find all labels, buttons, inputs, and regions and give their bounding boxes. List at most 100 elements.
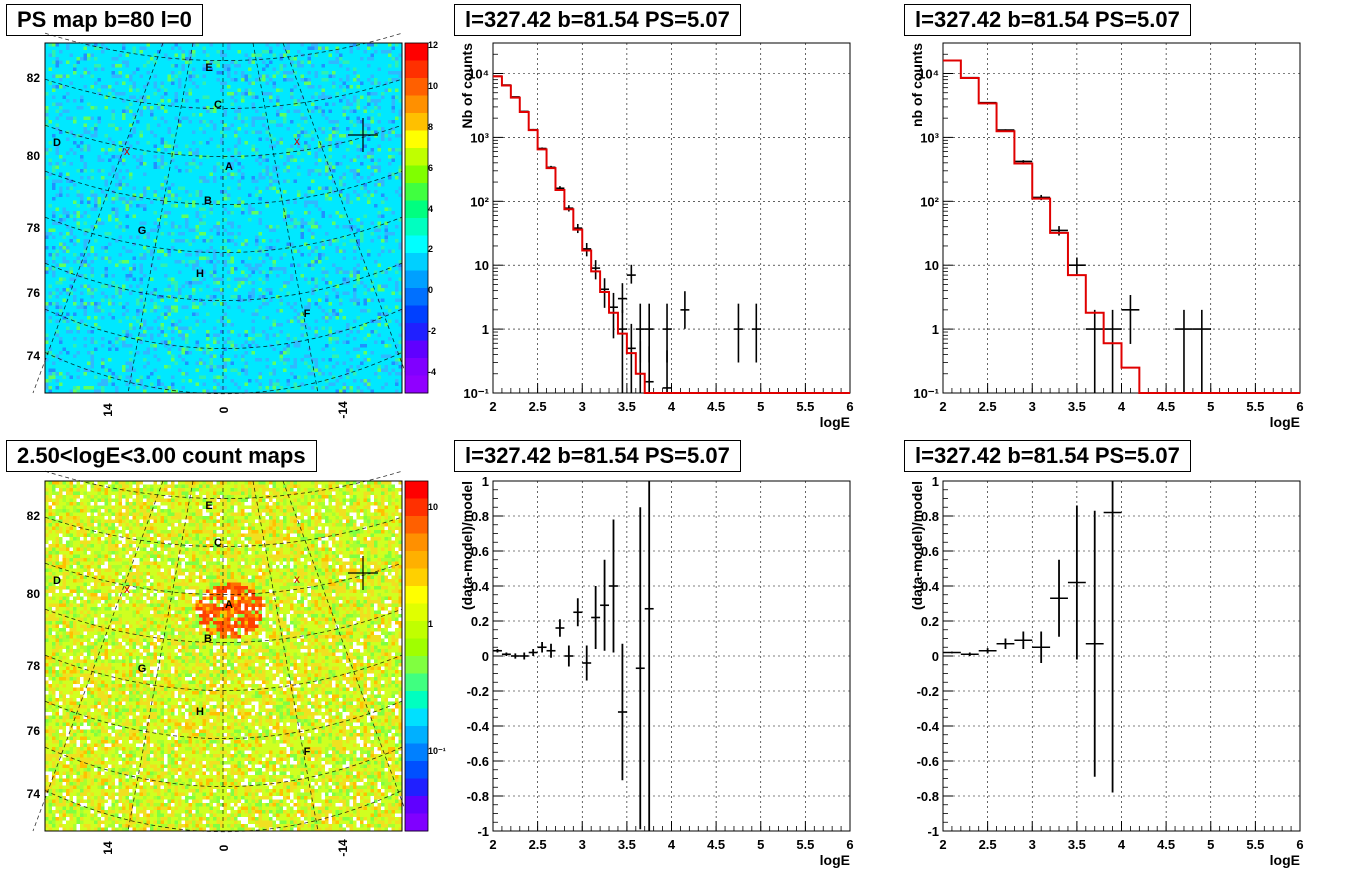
map-pixel [45, 116, 49, 120]
map-pixel [304, 179, 308, 183]
map-pixel [360, 162, 364, 166]
map-pixel [146, 204, 150, 208]
map-pixel [304, 116, 308, 120]
map-pixel [388, 71, 392, 75]
map-pixel [167, 190, 171, 194]
map-pixel [90, 127, 94, 131]
map-pixel [304, 207, 308, 211]
map-pixel [101, 116, 105, 120]
map-pixel [220, 186, 224, 190]
map-pixel [360, 81, 364, 85]
map-pixel [279, 106, 283, 110]
map-pixel [188, 81, 192, 85]
map-pixel [195, 183, 199, 187]
map-pixel [360, 64, 364, 68]
map-pixel [122, 43, 126, 47]
map-pixel [374, 109, 378, 113]
map-pixel [349, 211, 353, 215]
map-pixel [136, 99, 140, 103]
map-pixel [153, 53, 157, 57]
map-pixel [167, 186, 171, 190]
map-pixel [185, 127, 189, 131]
map-pixel [167, 127, 171, 131]
map-pixel [202, 162, 206, 166]
map-pixel [129, 169, 133, 173]
map-pixel [164, 92, 168, 96]
map-pixel [353, 74, 357, 78]
map-pixel [192, 43, 196, 47]
map-pixel [370, 151, 374, 155]
map-pixel [223, 46, 227, 50]
map-pixel [325, 57, 329, 61]
map-pixel [237, 207, 241, 211]
map-pixel [94, 155, 98, 159]
map-pixel [248, 137, 252, 141]
map-pixel [318, 148, 322, 152]
map-pixel [272, 130, 276, 134]
map-pixel [300, 141, 304, 145]
map-pixel [244, 116, 248, 120]
map-pixel [97, 85, 101, 89]
map-pixel [101, 85, 105, 89]
map-pixel [388, 207, 392, 211]
map-pixel [192, 95, 196, 99]
map-pixel [262, 106, 266, 110]
map-pixel [342, 193, 346, 197]
map-pixel [199, 74, 203, 78]
map-pixel [304, 137, 308, 141]
map-pixel [192, 151, 196, 155]
map-pixel [129, 50, 133, 54]
map-pixel [360, 211, 364, 215]
map-pixel [293, 60, 297, 64]
map-pixel [55, 165, 59, 169]
map-pixel [153, 179, 157, 183]
map-pixel [342, 165, 346, 169]
map-pixel [129, 88, 133, 92]
map-pixel [171, 127, 175, 131]
map-pixel [213, 102, 217, 106]
map-pixel [59, 165, 63, 169]
map-pixel [328, 183, 332, 187]
map-pixel [237, 176, 241, 180]
map-pixel [185, 99, 189, 103]
map-pixel [384, 53, 388, 57]
map-pixel [202, 183, 206, 187]
map-pixel [125, 99, 129, 103]
map-pixel [146, 200, 150, 204]
map-pixel [363, 78, 367, 82]
map-pixel [209, 120, 213, 124]
map-pixel [66, 120, 70, 124]
map-pixel [55, 109, 59, 113]
map-pixel [377, 81, 381, 85]
map-pixel [304, 99, 308, 103]
map-pixel [213, 106, 217, 110]
map-pixel [150, 211, 154, 215]
map-pixel [216, 50, 220, 54]
map-pixel [251, 200, 255, 204]
map-pixel [283, 60, 287, 64]
map-pixel [220, 158, 224, 162]
map-pixel [223, 134, 227, 138]
map-pixel [62, 127, 66, 131]
map-pixel [55, 102, 59, 106]
map-pixel [276, 197, 280, 201]
map-pixel [108, 172, 112, 176]
map-pixel [227, 57, 231, 61]
map-pixel [59, 137, 63, 141]
map-pixel [188, 123, 192, 127]
map-pixel [90, 53, 94, 57]
map-pixel [45, 176, 49, 180]
map-pixel [199, 141, 203, 145]
map-pixel [97, 99, 101, 103]
map-pixel [202, 211, 206, 215]
map-pixel [111, 64, 115, 68]
map-pixel [164, 148, 168, 152]
map-pixel [297, 186, 301, 190]
map-pixel [258, 130, 262, 134]
map-pixel [45, 71, 49, 75]
map-pixel [90, 64, 94, 68]
map-pixel [213, 193, 217, 197]
map-pixel [311, 64, 315, 68]
map-pixel [62, 95, 66, 99]
map-pixel [52, 85, 56, 89]
